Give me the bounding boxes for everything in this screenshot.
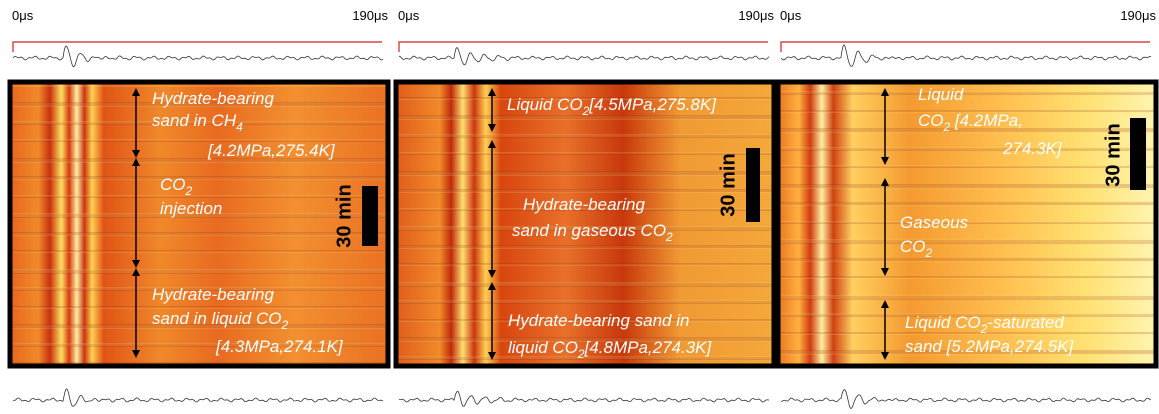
scale-bar <box>362 186 378 246</box>
annotation: [4.3MPa,274.1K] <box>215 337 344 356</box>
heatmap-band <box>776 91 1158 94</box>
annotation-text: [4.8MPa,274.3K] <box>584 338 713 357</box>
bottom-waveform <box>399 391 769 406</box>
annotation-text: CO <box>900 237 926 256</box>
heatmap-band <box>776 258 1158 261</box>
time-start: 0μs <box>398 8 420 23</box>
annotation-text: CO <box>160 175 186 194</box>
annotation-text: [4.2MPa, <box>950 111 1023 130</box>
annotation: 274.3K] <box>1002 139 1063 158</box>
annotation-text: Hydrate-bearing <box>152 285 274 304</box>
heatmap-band <box>394 282 776 286</box>
annotation-text: Liquid <box>918 85 964 104</box>
annotation: Hydrate-bearing <box>523 195 645 214</box>
annotation-text: sand [5.2MPa,274.5K] <box>905 337 1075 356</box>
trigger-line <box>781 42 1150 52</box>
annotation-text: sand in CH <box>152 111 237 130</box>
annotation-text: sand in gaseous CO <box>512 221 666 240</box>
annotation: [4.2MPa,275.4K] <box>207 141 336 160</box>
top-waveform <box>13 46 383 67</box>
scale-label: 30 min <box>1102 123 1124 186</box>
heatmap-band <box>776 165 1158 167</box>
annotation-text: Gaseous <box>900 213 969 232</box>
scale-label: 30 min <box>717 153 739 216</box>
time-start: 0μs <box>12 8 34 23</box>
bottom-waveform <box>781 390 1151 409</box>
figure: 0μs 190μs 30 min Hydrate-bearing sand in CH4… <box>0 0 1159 414</box>
heatmap-band <box>8 306 390 308</box>
heatmap-band <box>8 176 390 179</box>
heatmap-band <box>776 295 1158 299</box>
annotation-text: CO <box>918 111 944 130</box>
subscript: 2 <box>280 318 288 332</box>
heatmap-band <box>8 250 390 252</box>
heatmap-band <box>394 97 776 99</box>
annotation-text: liquid CO <box>508 338 578 357</box>
scale-bar <box>1130 118 1146 190</box>
time-end: 190μs <box>738 8 774 23</box>
heatmap-band <box>394 245 776 248</box>
heatmap-band <box>8 269 390 273</box>
subscript: 2 <box>665 230 673 244</box>
heatmap-band <box>394 134 776 137</box>
annotation: Hydrate-bearing <box>152 285 274 304</box>
annotation-text: Liquid CO <box>507 95 583 114</box>
annotation-text: Hydrate-bearing sand in <box>508 311 689 330</box>
time-start: 0μs <box>780 8 802 23</box>
annotation-text: [4.3MPa,274.1K] <box>215 337 344 356</box>
annotation-text: [4.5MPa,275.8K] <box>588 95 717 114</box>
heatmap-band <box>776 276 1158 278</box>
heatmap-band <box>776 202 1158 205</box>
scale-label: 30 min <box>333 184 355 247</box>
annotation: injection <box>160 199 222 218</box>
top-waveform <box>781 45 1151 67</box>
trigger-line <box>399 42 768 52</box>
heatmap-band <box>776 147 1158 150</box>
annotation-text: -saturated <box>987 313 1064 332</box>
annotation-text: Liquid CO <box>905 313 981 332</box>
heatmap-band <box>8 85 390 87</box>
heatmap-band <box>776 184 1158 188</box>
heatmap-band <box>394 263 776 265</box>
annotation-text: Hydrate-bearing <box>152 89 274 108</box>
heatmap-band <box>776 332 1158 334</box>
annotation: Hydrate-bearing sand in <box>508 311 689 330</box>
annotation-text: [4.2MPa,275.4K] <box>207 141 336 160</box>
heatmap-band <box>776 239 1158 243</box>
annotation-text: 274.3K] <box>1002 139 1063 158</box>
heatmap-band <box>394 300 776 303</box>
annotation: Hydrate-bearing <box>152 89 274 108</box>
subscript: 4 <box>236 120 243 134</box>
time-end: 190μs <box>1120 8 1156 23</box>
scale-bar <box>746 148 760 222</box>
time-end: 190μs <box>352 8 388 23</box>
annotation: Liquid <box>918 85 964 104</box>
bottom-waveform <box>13 389 383 406</box>
annotation-text: injection <box>160 199 222 218</box>
annotation-text: Hydrate-bearing <box>523 195 645 214</box>
annotation-text: sand in liquid CO <box>152 309 281 328</box>
subscript: 2 <box>925 246 933 260</box>
annotation: Gaseous <box>900 213 969 232</box>
annotation: sand [5.2MPa,274.5K] <box>905 337 1075 356</box>
subscript: 2 <box>185 184 193 198</box>
top-waveform <box>399 48 769 65</box>
